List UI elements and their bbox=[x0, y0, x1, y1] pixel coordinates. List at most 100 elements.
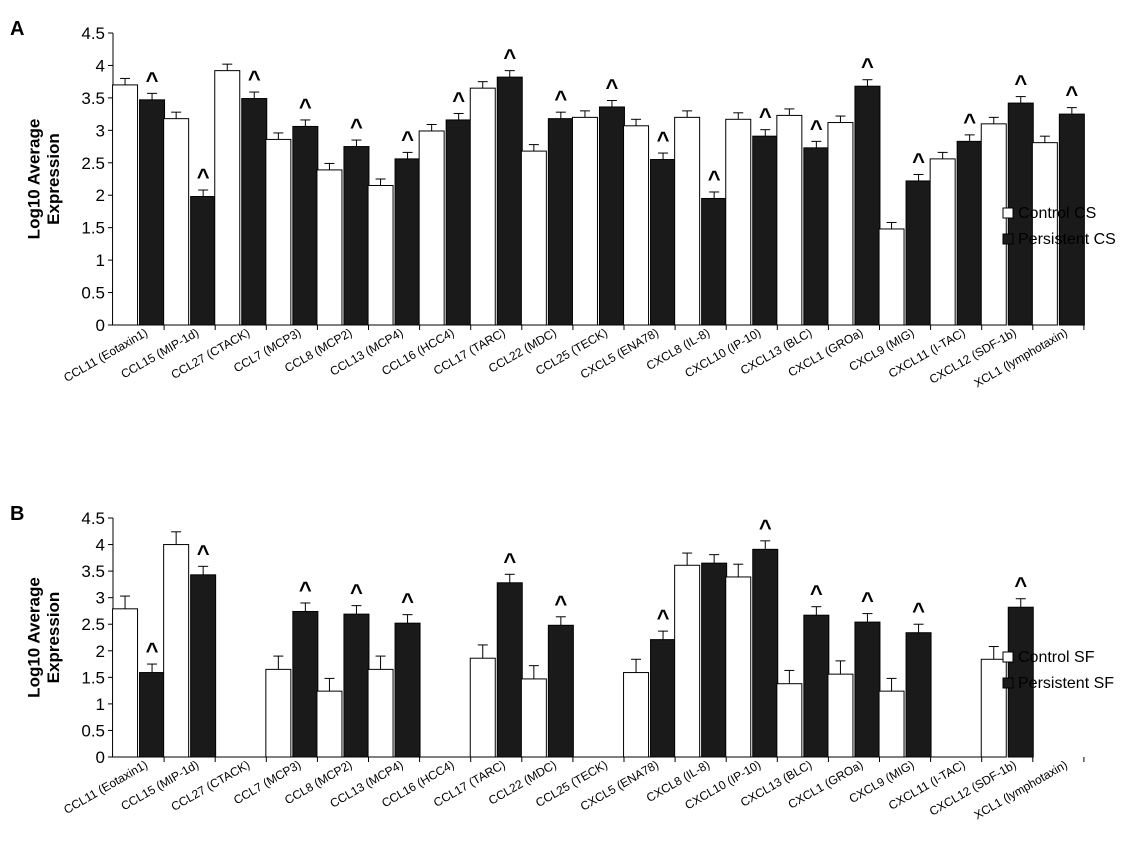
bar-persistent bbox=[701, 562, 728, 758]
significance-marker: ^ bbox=[810, 581, 823, 606]
bar-control bbox=[674, 116, 701, 326]
bar-persistent bbox=[650, 639, 677, 758]
bar-persistent bbox=[190, 574, 217, 758]
bar-control bbox=[163, 118, 190, 326]
y-axis-title-line: Expression bbox=[44, 592, 63, 684]
bar-control bbox=[725, 576, 752, 758]
significance-marker: ^ bbox=[657, 605, 670, 630]
y-tick-label: 1.5 bbox=[81, 219, 105, 238]
significance-marker: ^ bbox=[912, 148, 925, 173]
significance-marker: ^ bbox=[1014, 71, 1027, 96]
y-tick-label: 2.5 bbox=[81, 154, 105, 173]
significance-marker: ^ bbox=[810, 115, 823, 140]
y-tick-label: 0 bbox=[96, 748, 105, 767]
panel-label: A bbox=[10, 18, 24, 40]
bar-control bbox=[469, 657, 496, 758]
bar-persistent bbox=[292, 125, 319, 326]
legend-label: Control SF bbox=[1018, 649, 1095, 666]
bar-persistent bbox=[292, 610, 319, 758]
bar-control bbox=[623, 125, 650, 326]
bar-persistent bbox=[547, 118, 574, 326]
bar-control bbox=[878, 690, 905, 758]
y-axis-title-line: Log10 Average bbox=[24, 119, 43, 240]
bar-control bbox=[827, 673, 854, 758]
bar-persistent bbox=[598, 106, 625, 326]
bar-control bbox=[929, 158, 956, 326]
y-tick-label: 1 bbox=[96, 251, 105, 270]
bar-control bbox=[878, 228, 905, 326]
bar-control bbox=[112, 84, 139, 326]
significance-marker: ^ bbox=[248, 66, 261, 91]
y-tick-label: 4 bbox=[96, 536, 105, 555]
bar-persistent bbox=[343, 613, 370, 758]
significance-marker: ^ bbox=[1065, 82, 1078, 107]
significance-marker: ^ bbox=[503, 548, 516, 573]
bar-control bbox=[316, 690, 343, 758]
significance-marker: ^ bbox=[401, 126, 414, 151]
y-tick-label: 2 bbox=[96, 642, 105, 661]
y-tick-label: 3.5 bbox=[81, 562, 105, 581]
bar-persistent bbox=[701, 197, 728, 326]
bar-control bbox=[980, 123, 1007, 326]
y-tick-label: 4.5 bbox=[81, 509, 105, 528]
bar-persistent bbox=[445, 119, 472, 326]
bar-persistent bbox=[139, 99, 166, 326]
bar-persistent bbox=[241, 98, 268, 326]
bar-control bbox=[520, 150, 547, 326]
bar-control bbox=[1031, 142, 1058, 326]
y-axis-title-line: Log10 Average bbox=[24, 577, 43, 698]
bar-control bbox=[265, 138, 292, 326]
bar-control bbox=[367, 184, 394, 326]
significance-marker: ^ bbox=[503, 45, 516, 70]
significance-marker: ^ bbox=[1014, 573, 1027, 598]
bar-persistent bbox=[547, 624, 574, 758]
x-tick-label: XCL1 (lymphotaxin) bbox=[972, 757, 1070, 822]
significance-marker: ^ bbox=[146, 638, 159, 663]
bar-persistent bbox=[496, 582, 523, 758]
significance-marker: ^ bbox=[554, 86, 567, 111]
y-tick-label: 3.5 bbox=[81, 89, 105, 108]
bar-control bbox=[725, 118, 752, 326]
bar-persistent bbox=[343, 146, 370, 326]
panel-a: A Log10 AverageExpression 0 0.5 1 1.5 2 2.5 3 3.5… bbox=[10, 18, 1116, 390]
significance-marker: ^ bbox=[861, 588, 874, 613]
bar-persistent bbox=[905, 632, 932, 758]
x-tick-label: XCL1 (lymphotaxin) bbox=[972, 325, 1070, 390]
bar-control bbox=[163, 544, 190, 758]
bar-persistent bbox=[650, 159, 677, 326]
bar-persistent bbox=[803, 614, 830, 758]
bar-control bbox=[674, 564, 701, 758]
y-tick-label: 4.5 bbox=[81, 24, 105, 43]
x-tick-label: CCL11 (Eotaxin1) bbox=[61, 325, 150, 384]
bar-persistent bbox=[752, 135, 779, 326]
legend-label: Persistent CS bbox=[1018, 231, 1116, 248]
bar-control bbox=[469, 87, 496, 326]
panel-b: B Log10 AverageExpression 0 0.5 1 1.5 2 2.5 3 3.5… bbox=[10, 503, 1114, 822]
bar-control bbox=[980, 658, 1007, 758]
bar-control bbox=[520, 678, 547, 758]
bar-persistent bbox=[496, 76, 523, 326]
y-tick-label: 0 bbox=[96, 316, 105, 335]
legend-swatch bbox=[1002, 677, 1014, 689]
legend-label: Control CS bbox=[1018, 205, 1096, 222]
bar-persistent bbox=[854, 85, 881, 326]
legend-swatch bbox=[1002, 207, 1014, 219]
legend-label: Persistent SF bbox=[1018, 675, 1114, 692]
bar-persistent bbox=[394, 158, 421, 326]
bar-control bbox=[623, 672, 650, 758]
significance-marker: ^ bbox=[197, 164, 210, 189]
significance-marker: ^ bbox=[299, 94, 312, 119]
y-tick-label: 2 bbox=[96, 186, 105, 205]
x-tick-label: CCL11 (Eotaxin1) bbox=[61, 757, 150, 816]
significance-marker: ^ bbox=[708, 166, 721, 191]
bar-control bbox=[265, 668, 292, 758]
significance-marker: ^ bbox=[759, 104, 772, 129]
significance-marker: ^ bbox=[299, 577, 312, 602]
bar-control bbox=[367, 668, 394, 758]
bar-persistent bbox=[394, 622, 421, 758]
bar-persistent bbox=[803, 147, 830, 326]
y-tick-label: 0.5 bbox=[81, 284, 105, 303]
significance-marker: ^ bbox=[759, 515, 772, 540]
significance-marker: ^ bbox=[963, 109, 976, 134]
